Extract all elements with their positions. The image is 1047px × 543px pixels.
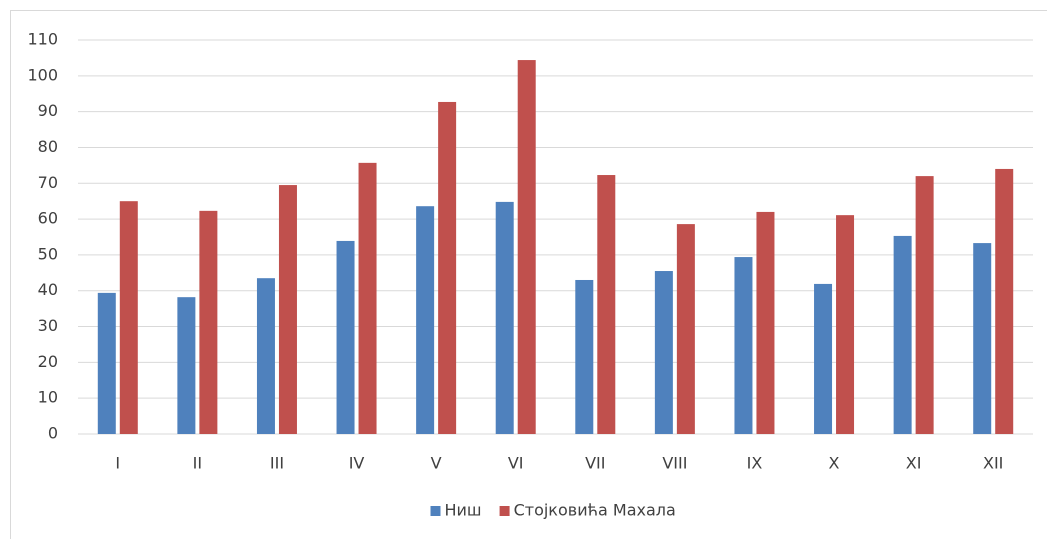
x-tick-label: V <box>431 454 442 473</box>
legend-label: Стојковића Махала <box>514 501 676 520</box>
x-tick-label: II <box>193 454 202 473</box>
y-tick-label: 60 <box>38 209 58 228</box>
y-tick-label: 80 <box>38 137 58 156</box>
bar <box>120 201 138 434</box>
legend-swatch <box>500 506 510 516</box>
bar <box>199 211 217 434</box>
x-tick-label: IX <box>747 454 763 473</box>
x-tick-label: X <box>829 454 840 473</box>
bar <box>359 163 377 434</box>
bar <box>597 175 615 434</box>
legend-swatch <box>431 506 441 516</box>
bar <box>973 243 991 434</box>
bar <box>98 293 116 434</box>
y-tick-label: 40 <box>38 280 58 299</box>
y-tick-label: 100 <box>27 65 58 84</box>
y-tick-label: 90 <box>38 101 58 120</box>
bar <box>279 185 297 434</box>
y-tick-label: 20 <box>38 352 58 371</box>
y-tick-label: 50 <box>38 244 58 263</box>
bar <box>894 236 912 434</box>
bar <box>655 271 673 434</box>
x-tick-label: XII <box>983 454 1003 473</box>
bar <box>337 241 355 434</box>
x-tick-label: VII <box>585 454 605 473</box>
bar <box>734 257 752 434</box>
bar <box>677 224 695 434</box>
bar <box>575 280 593 434</box>
bar <box>438 102 456 434</box>
bar <box>995 169 1013 434</box>
bar <box>814 284 832 434</box>
y-tick-label: 10 <box>38 388 58 407</box>
x-tick-label: III <box>270 454 284 473</box>
bar <box>416 206 434 434</box>
bar <box>496 202 514 434</box>
bar <box>518 60 536 434</box>
bar <box>836 215 854 434</box>
bar <box>756 212 774 434</box>
y-tick-label: 0 <box>48 424 58 443</box>
y-tick-label: 70 <box>38 173 58 192</box>
x-tick-label: XI <box>906 454 922 473</box>
bar <box>916 176 934 434</box>
x-tick-label: VIII <box>662 454 687 473</box>
y-tick-label: 110 <box>27 30 58 49</box>
x-tick-label: IV <box>349 454 365 473</box>
y-tick-label: 30 <box>38 316 58 335</box>
bar <box>177 297 195 434</box>
bar <box>257 278 275 434</box>
x-tick-label: VI <box>508 454 524 473</box>
x-tick-label: I <box>115 454 120 473</box>
legend-label: Ниш <box>445 501 482 520</box>
